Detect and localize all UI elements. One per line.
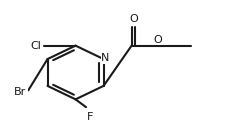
- Text: O: O: [153, 34, 162, 45]
- Text: N: N: [101, 53, 109, 63]
- Text: F: F: [87, 112, 93, 122]
- Text: Cl: Cl: [30, 41, 41, 51]
- Text: O: O: [128, 14, 137, 24]
- Text: Br: Br: [14, 87, 26, 96]
